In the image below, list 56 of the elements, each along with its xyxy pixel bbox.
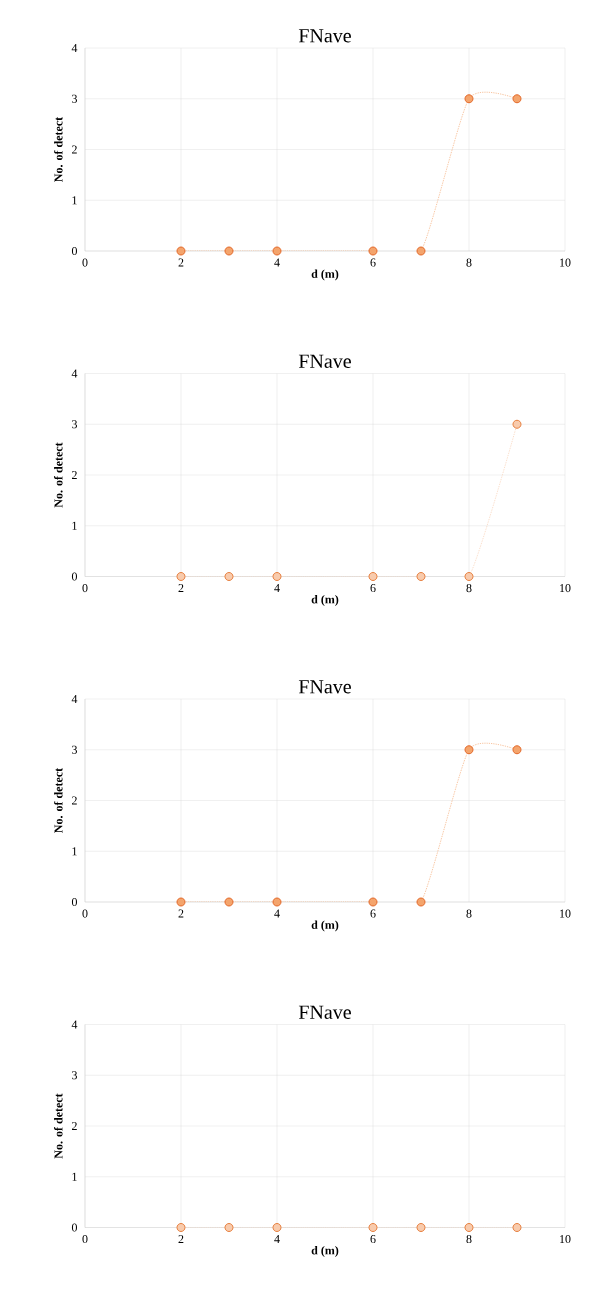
y-tick-label: 4 [71, 1020, 78, 1029]
x-tick-label: 4 [274, 584, 280, 592]
y-tick-label: 1 [72, 521, 77, 530]
x-axis-title: d (m) [311, 920, 339, 932]
chart-title: FNave [298, 29, 351, 43]
y-tick-label: 3 [72, 1071, 77, 1080]
x-tick-label: 0 [82, 258, 88, 267]
y-tick-label: 1 [72, 196, 77, 205]
y-tick-label: 2 [72, 471, 77, 479]
x-tick-label: 6 [370, 909, 376, 918]
x-tick-label: 4 [274, 909, 280, 918]
chart-title: FNave [298, 680, 351, 694]
x-tick-label: 2 [178, 909, 184, 918]
x-tick-label: 6 [370, 584, 376, 593]
x-axis-title: d (m) [311, 1246, 339, 1257]
x-tick-label: 2 [178, 258, 184, 267]
x-tick-label: 8 [466, 258, 472, 267]
y-tick-label: 4 [71, 369, 78, 378]
x-tick-label: 2 [178, 584, 184, 592]
y-tick-label: 1 [72, 847, 77, 856]
y-tick-label: 4 [71, 44, 78, 52]
x-tick-label: 6 [370, 258, 376, 267]
y-tick-label: 2 [72, 796, 77, 805]
y-tick-label: 0 [71, 246, 77, 256]
chart-title: FNave [298, 354, 351, 368]
x-axis-title: d (m) [311, 595, 339, 606]
y-tick-label: 3 [72, 745, 77, 754]
y-tick-label: 3 [72, 420, 77, 429]
x-tick-label: 8 [466, 909, 472, 918]
y-tick-label: 2 [72, 145, 77, 154]
x-axis-title: d (m) [311, 269, 339, 281]
y-axis-title: No. of detect [53, 767, 63, 833]
x-tick-label: 0 [82, 909, 88, 918]
y-axis-title: No. of detect [53, 1093, 63, 1159]
x-tick-label: 0 [82, 584, 88, 593]
chart-title: FNave [298, 1005, 351, 1019]
y-tick-label: 0 [71, 897, 77, 907]
y-tick-label: 4 [71, 695, 78, 703]
x-tick-label: 6 [370, 1235, 376, 1244]
x-tick-label: 0 [82, 1235, 88, 1244]
x-tick-label: 10 [560, 258, 571, 267]
x-tick-label: 10 [560, 584, 571, 593]
x-tick-label: 10 [560, 909, 571, 918]
y-tick-label: 2 [72, 1122, 77, 1130]
y-tick-label: 3 [72, 94, 77, 103]
x-tick-label: 10 [560, 1235, 571, 1244]
x-tick-label: 2 [178, 1235, 184, 1243]
y-axis-title: No. of detect [53, 116, 63, 182]
x-tick-label: 4 [274, 1235, 280, 1243]
x-tick-label: 4 [274, 258, 280, 267]
y-axis-title: No. of detect [53, 442, 63, 508]
x-tick-label: 8 [466, 1235, 472, 1244]
y-tick-label: 0 [71, 1223, 77, 1232]
y-tick-label: 0 [71, 572, 77, 581]
y-tick-label: 1 [72, 1172, 77, 1181]
x-tick-label: 8 [466, 584, 472, 593]
